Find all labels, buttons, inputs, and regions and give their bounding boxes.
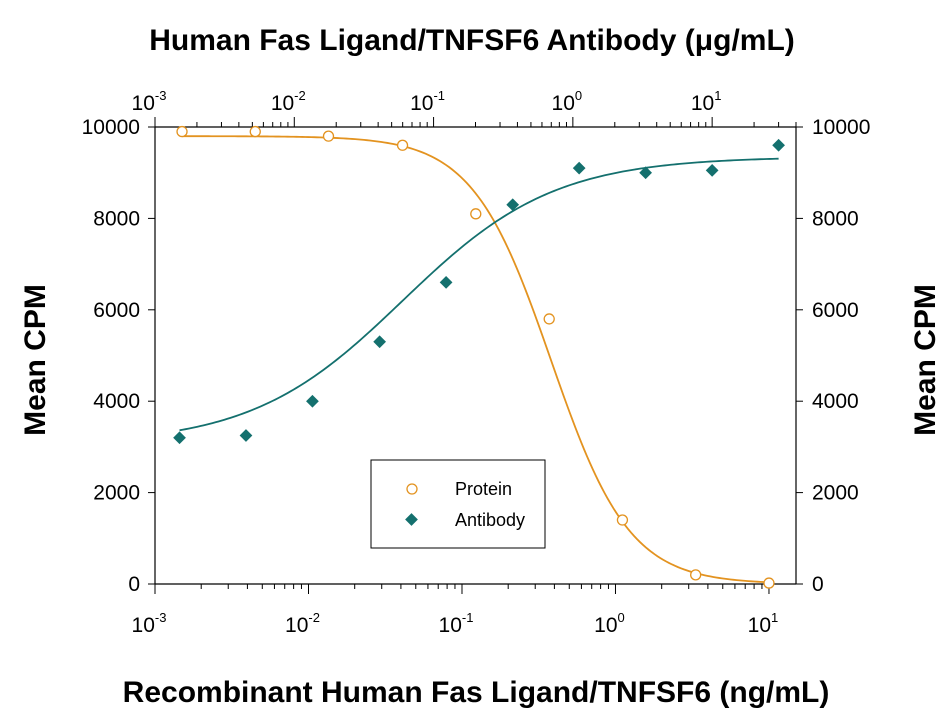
protein-point bbox=[763, 577, 775, 589]
right-y-tick-label: 6000 bbox=[812, 299, 859, 322]
bottom-tick-label: 10-1 bbox=[439, 610, 474, 637]
top-tick-label: 10-1 bbox=[410, 88, 445, 115]
protein-point bbox=[396, 139, 409, 151]
protein-point bbox=[322, 130, 335, 142]
antibody-point bbox=[373, 335, 387, 349]
right-y-tick-label: 4000 bbox=[812, 390, 859, 413]
top-tick-label: 101 bbox=[691, 88, 722, 115]
right-y-tick-label: 2000 bbox=[812, 482, 859, 505]
protein-point bbox=[690, 569, 702, 581]
protein-fit-curve bbox=[182, 135, 770, 584]
right-y-tick-label: 0 bbox=[812, 573, 824, 596]
legend-protein-label: Protein bbox=[455, 479, 512, 499]
top-tick-label: 10-3 bbox=[132, 88, 167, 115]
right-y-tick-label: 10000 bbox=[812, 116, 870, 139]
legend-antibody-label: Antibody bbox=[455, 510, 525, 530]
antibody-point bbox=[705, 164, 719, 177]
antibody-fit-curve bbox=[179, 157, 779, 432]
top-tick-label: 100 bbox=[552, 88, 583, 115]
antibody-point bbox=[306, 394, 319, 408]
bottom-x-ticks: 10-3 10-2 10-1 100 101 bbox=[132, 584, 779, 637]
antibody-point bbox=[572, 161, 586, 175]
fit-curves bbox=[179, 135, 779, 584]
protein-point bbox=[616, 514, 629, 526]
legend: Protein Antibody bbox=[370, 459, 546, 549]
top-x-ticks: 10-3 10-2 10-1 100 101 bbox=[132, 88, 797, 127]
right-y-tick-label: 8000 bbox=[812, 207, 859, 230]
protein-point bbox=[543, 313, 555, 325]
left-y-tick-label: 8000 bbox=[93, 207, 140, 230]
bottom-tick-label: 101 bbox=[748, 610, 779, 637]
top-tick-label: 10-2 bbox=[271, 88, 306, 115]
antibody-point bbox=[439, 276, 453, 289]
antibody-point bbox=[173, 431, 186, 445]
y-ticks: 0 0 2000 2000 4000 4000 6000 6000 8000 8000 10000 1… bbox=[82, 116, 871, 596]
left-y-tick-label: 2000 bbox=[93, 482, 140, 505]
left-y-tick-label: 0 bbox=[128, 573, 140, 596]
top-axis-title: Human Fas Ligand/TNFSF6 Antibody (μg/mL) bbox=[149, 24, 795, 57]
protein-point bbox=[249, 125, 261, 138]
legend-box bbox=[370, 459, 546, 549]
left-y-tick-label: 6000 bbox=[93, 299, 140, 322]
antibody-point bbox=[772, 138, 785, 152]
right-axis-title: Mean CPM bbox=[909, 284, 942, 436]
left-y-tick-label: 10000 bbox=[82, 116, 140, 139]
legend-protein-marker bbox=[406, 483, 418, 495]
left-y-tick-label: 4000 bbox=[93, 390, 140, 413]
left-axis-title: Mean CPM bbox=[19, 284, 52, 436]
antibody-point bbox=[239, 429, 253, 442]
bottom-tick-label: 10-2 bbox=[285, 610, 320, 637]
protein-point bbox=[176, 125, 188, 138]
bottom-tick-label: 10-3 bbox=[132, 610, 167, 637]
protein-point bbox=[470, 208, 482, 220]
bottom-axis-title: Recombinant Human Fas Ligand/TNFSF6 (ng/… bbox=[123, 676, 830, 709]
bottom-tick-label: 100 bbox=[594, 610, 625, 637]
